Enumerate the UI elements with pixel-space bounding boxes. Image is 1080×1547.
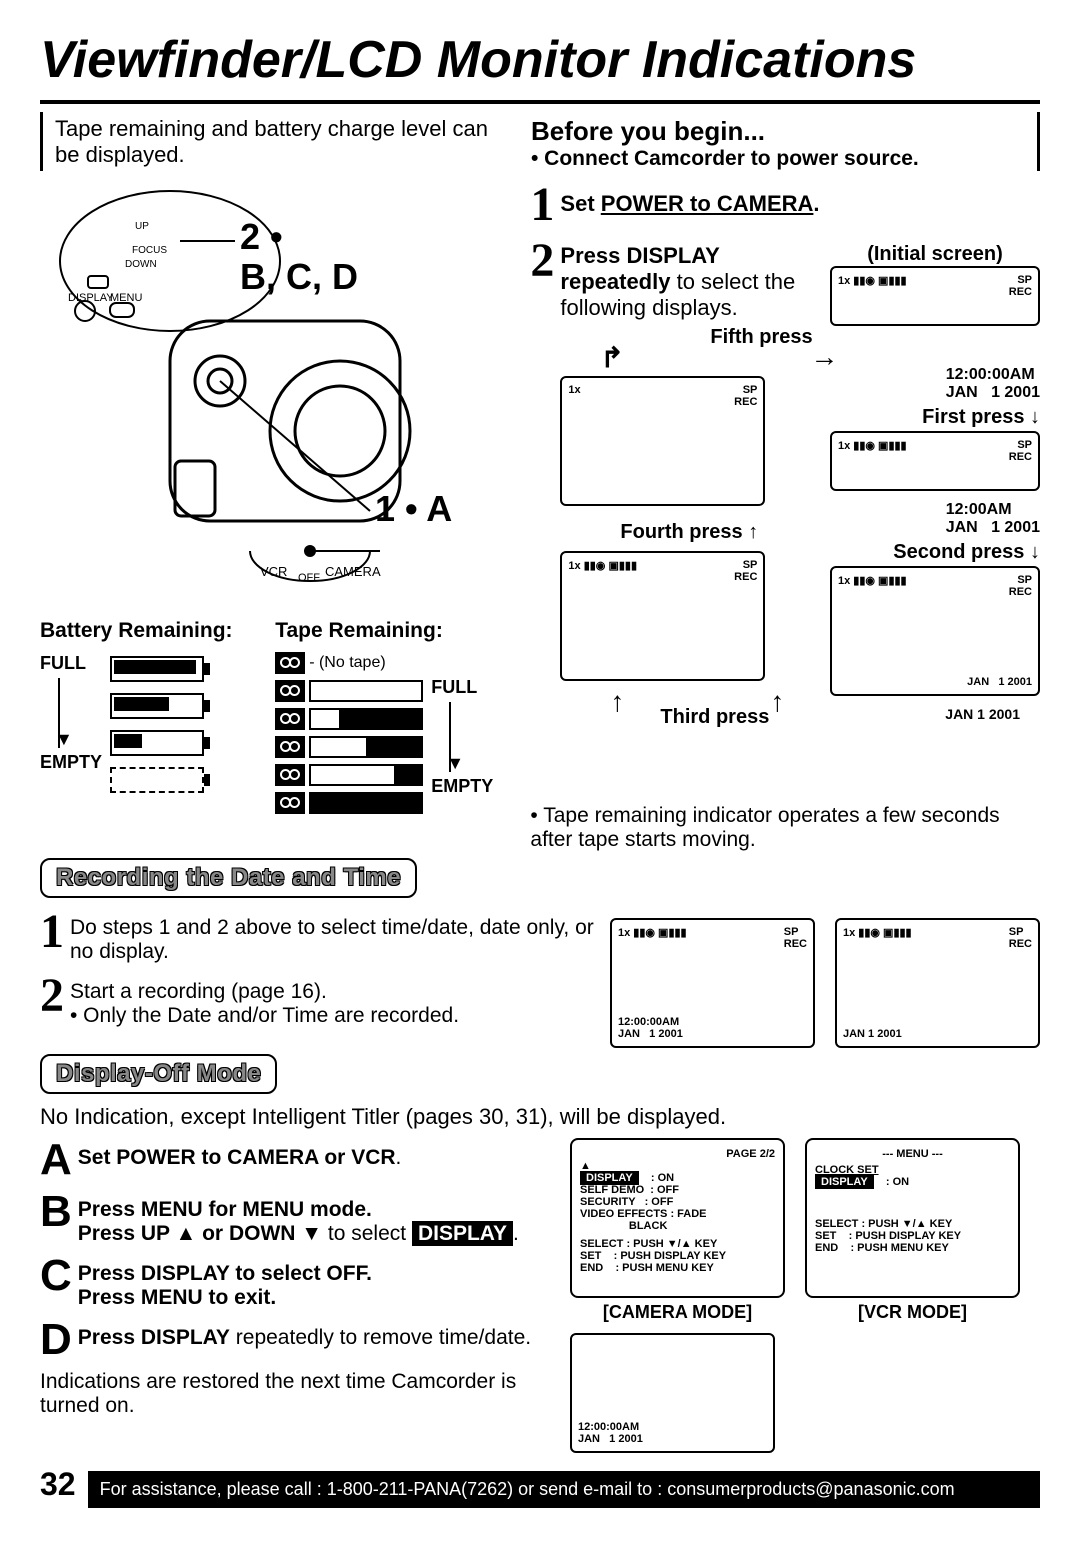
rec-step1-text: Do steps 1 and 2 above to select time/da… [64,908,610,964]
step1-number: 1 [530,181,554,229]
recording-date-time-heading: Recording the Date and Time [40,858,417,898]
before-begin-bullet: • Connect Camcorder to power source. [531,147,1025,171]
step1-text-a: Set [560,191,600,216]
display-off-intro: No Indication, except Intelligent Titler… [40,1104,1040,1130]
remaining-indicators: Battery Remaining: FULL ▼ EMPTY [40,619,510,817]
page-title: Viewfinder/LCD Monitor Indications [40,30,1040,104]
rec-step2-bullet: • Only the Date and/or Time are recorded… [70,1004,610,1028]
stepC-letter: C [40,1254,72,1298]
camera-mode-label: [CAMERA MODE] [570,1302,785,1323]
rec-step2-num: 2 [40,972,64,1020]
empty-label: EMPTY [40,752,102,773]
display-cycle: Fifth press ↱ → 1xSP REC Fourth press ↑ … [560,326,1040,796]
third-date: JAN 1 2001 [945,706,1020,722]
step-D: D Press DISPLAY repeatedly to remove tim… [40,1318,570,1362]
footer-assistance: For assistance, please call : 1-800-211-… [88,1471,1040,1508]
intro-row: Tape remaining and battery charge level … [40,112,1040,171]
tape-remaining-header: Tape Remaining: [275,619,510,643]
fourth-press-label: Fourth press ↑ [620,521,758,544]
vcr-mode-label: [VCR MODE] [805,1302,1020,1323]
stepB-letter: B [40,1190,72,1234]
fifth-press-label: Fifth press [710,326,812,349]
left-column: 2 • B, C, D 1 • A DISPLAY MENU UP FOCUS … [40,181,520,852]
screen-2nd: 1x ▮▮◉ ▣▮▮▮SP REC JAN 1 2001 [830,566,1040,696]
second-press-label: Second press ↓ [893,541,1040,564]
rec-step1-num: 1 [40,908,64,956]
step2-c: repeatedly [560,269,670,294]
svg-text:UP: UP [135,221,149,232]
step2-b: DISPLAY [626,243,719,268]
stepD-letter: D [40,1318,72,1362]
camera-mode-menu: PAGE 2/2▲DISPLAY : ONSELF DEMO : OFFSECU… [570,1138,785,1298]
display-label: DISPLAY [68,292,114,304]
step-C: C Press DISPLAY to select OFF. Press MEN… [40,1254,570,1310]
intro-right: Before you begin... • Connect Camcorder … [521,116,1025,171]
step-B: B Press MENU for MENU mode. Press UP ▲ o… [40,1190,570,1246]
initial-screen-label: (Initial screen) [830,243,1040,266]
right-column: 1 Set POWER to CAMERA. 2 Press DISPLAY r… [520,181,1040,852]
step-A: A Set POWER to CAMERA or VCR. [40,1138,570,1182]
step1-text-b: POWER to CAMERA [601,191,814,216]
menu-label: MENU [110,292,142,304]
step2-a: Press [560,243,626,268]
camcorder-diagram: 2 • B, C, D 1 • A DISPLAY MENU UP FOCUS … [40,181,460,611]
svg-text:CAMERA: CAMERA [325,564,381,579]
intro-left: Tape remaining and battery charge level … [55,116,521,171]
screen-5th: 1xSP REC [560,376,765,506]
vcr-mode-menu: --- MENU ---CLOCK SETDISPLAY : ONSELECT … [805,1138,1020,1298]
tape-note: • Tape remaining indicator operates a fe… [530,804,1040,852]
svg-text:FOCUS: FOCUS [132,245,167,256]
first-press-label: First press ↓ [922,406,1040,429]
screen-1st-time: 12:00AM JAN 1 2001 [946,501,1040,537]
tape-empty-label: EMPTY [431,776,493,797]
rec-step-2: 2 Start a recording (page 16). • Only th… [40,972,610,1028]
restore-note: Indications are restored the next time C… [40,1370,570,1418]
no-tape-label: - (No tape) [309,654,385,671]
callout-bcd: B, C, D [240,256,358,297]
step2-number: 2 [530,237,554,285]
display-off-heading: Display-Off Mode [40,1054,277,1094]
svg-text:DOWN: DOWN [125,259,157,270]
step-1: 1 Set POWER to CAMERA. [530,181,1040,229]
final-off-screen: 12:00:00AM JAN 1 2001 [570,1333,775,1453]
initial-screen: 1x ▮▮◉ ▣▮▮▮SP REC [830,266,1040,326]
tape-full-label: FULL [431,677,493,698]
rec-step-1: 1 Do steps 1 and 2 above to select time/… [40,908,610,964]
screen-1st: 1x ▮▮◉ ▣▮▮▮SP REC [830,431,1040,491]
page-number: 32 [40,1466,76,1503]
rec-screen-date: 1x ▮▮◉ ▣▮▮▮SP REC JAN 1 2001 [835,918,1040,1048]
svg-text:VCR: VCR [260,564,287,579]
third-press-label: Third press [660,706,769,729]
rec-screen-time: 1x ▮▮◉ ▣▮▮▮SP REC 12:00:00AM JAN 1 2001 [610,918,815,1048]
battery-remaining-header: Battery Remaining: [40,619,275,643]
svg-text:OFF: OFF [298,572,320,584]
callout-2: 2 • [240,216,283,257]
step-2: 2 Press DISPLAY repeatedly to select the… [530,237,1040,796]
step1-text-c: . [813,191,819,216]
rec-step2-text: Start a recording (page 16). [70,980,610,1004]
screen-4th: 1x ▮▮◉ ▣▮▮▮SP REC [560,551,765,681]
screen-initial-time: 12:00:00AM JAN 1 2001 [946,366,1040,402]
full-label: FULL [40,653,102,674]
stepA-letter: A [40,1138,72,1182]
callout-1a: 1 • A [375,488,452,529]
before-begin-heading: Before you begin... [531,116,1025,147]
